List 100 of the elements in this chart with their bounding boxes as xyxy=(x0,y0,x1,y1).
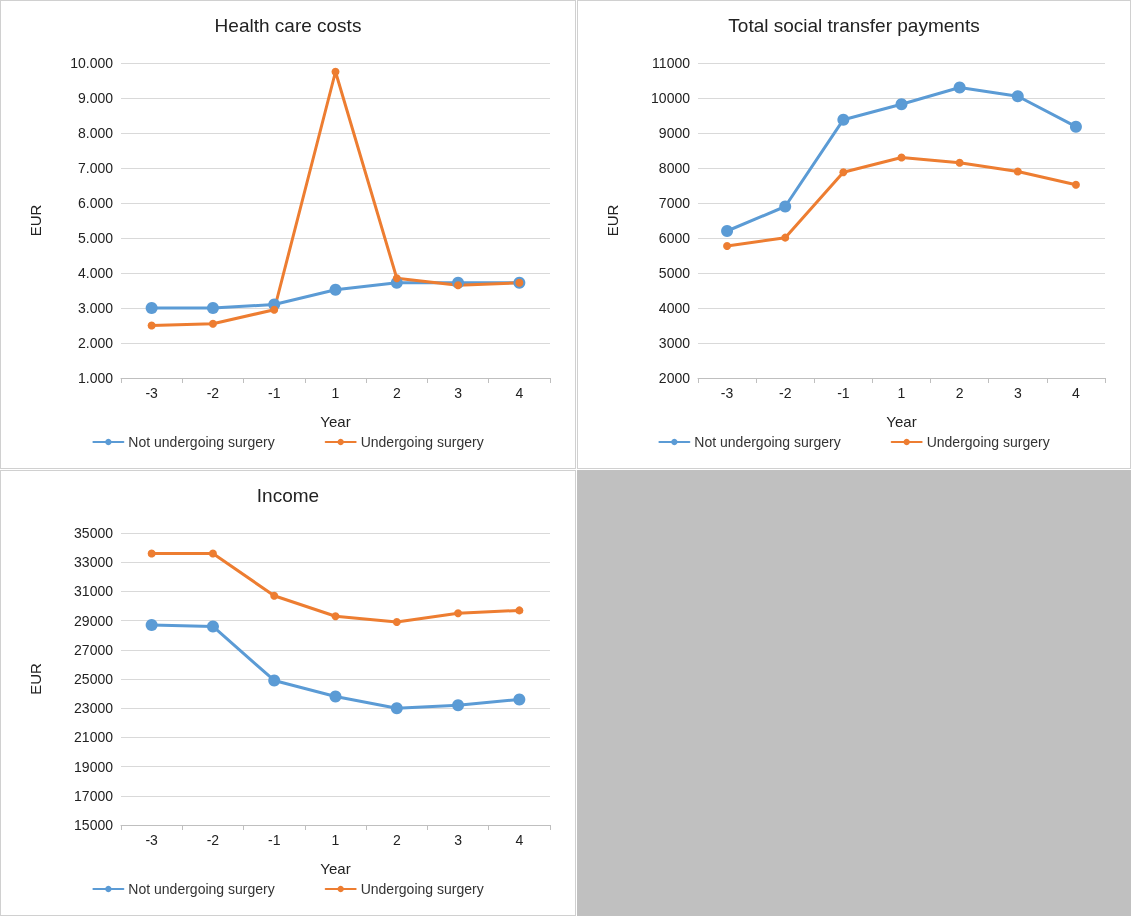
x-tick-label: -2 xyxy=(206,832,220,848)
y-tick-label: 19000 xyxy=(74,758,114,775)
point xyxy=(895,98,908,111)
point xyxy=(392,618,401,627)
point xyxy=(329,283,342,296)
point xyxy=(837,113,850,126)
y-tick-label: 33000 xyxy=(74,554,114,571)
y-tick-label: 10000 xyxy=(651,90,691,106)
x-tick-label: 2 xyxy=(955,385,964,401)
x-tick-label: 2 xyxy=(392,832,401,848)
point xyxy=(955,158,964,167)
y-axis-title: EUR xyxy=(27,204,44,237)
x-tick-label: 1 xyxy=(331,385,340,401)
point xyxy=(392,274,401,283)
x-tick-label: -3 xyxy=(145,832,159,848)
y-tick-label: 23000 xyxy=(74,700,114,717)
point xyxy=(390,702,403,715)
point xyxy=(839,168,848,177)
y-tick-label: 7000 xyxy=(658,195,691,211)
point xyxy=(331,612,340,621)
point xyxy=(1069,120,1082,133)
point xyxy=(454,281,463,290)
legend-label: Not undergoing surgery xyxy=(694,434,841,450)
y-tick-label: 5000 xyxy=(658,265,691,281)
y-tick-label: 17000 xyxy=(74,787,114,804)
y-tick-label: 35000 xyxy=(74,525,114,541)
y-tick-label: 8.000 xyxy=(77,125,114,141)
y-tick-label: 15000 xyxy=(74,817,114,833)
x-tick-label: 2 xyxy=(392,385,401,401)
y-tick-label: 29000 xyxy=(74,612,114,629)
y-tick-label: 27000 xyxy=(74,641,114,658)
y-tick-label: 5.000 xyxy=(77,230,114,246)
x-tick-label: 3 xyxy=(454,385,463,401)
point xyxy=(147,549,156,558)
point xyxy=(513,693,526,706)
point xyxy=(1011,90,1024,103)
point xyxy=(897,153,906,162)
point xyxy=(1071,180,1080,189)
chart-title: Total social transfer payments xyxy=(728,15,980,36)
point xyxy=(452,699,465,712)
y-tick-label: 1.000 xyxy=(77,370,114,386)
x-tick-label: 4 xyxy=(515,385,524,401)
point xyxy=(953,81,966,94)
x-tick-label: 1 xyxy=(897,385,906,401)
x-tick-label: -2 xyxy=(778,385,792,401)
legend-label: Not undergoing surgery xyxy=(128,881,275,897)
point xyxy=(1013,167,1022,176)
y-tick-label: 31000 xyxy=(74,583,114,600)
y-tick-label: 3000 xyxy=(658,335,691,351)
point xyxy=(331,67,340,76)
y-tick-label: 6000 xyxy=(658,230,691,246)
point xyxy=(147,321,156,330)
y-tick-label: 6.000 xyxy=(77,195,114,211)
legend-label: Undergoing surgery xyxy=(360,434,484,450)
y-tick-label: 9000 xyxy=(658,125,691,141)
x-tick-label: -1 xyxy=(267,385,281,401)
point xyxy=(270,591,279,600)
point xyxy=(268,674,281,687)
y-axis-title: EUR xyxy=(27,663,44,695)
y-tick-label: 9.000 xyxy=(77,90,114,106)
y-tick-label: 25000 xyxy=(74,671,114,687)
y-tick-label: 3.000 xyxy=(77,300,114,316)
y-tick-label: 4.000 xyxy=(77,265,114,281)
y-axis-title: EUR xyxy=(604,204,621,237)
y-tick-label: 10.000 xyxy=(70,55,114,71)
point xyxy=(779,200,792,213)
x-tick-label: -2 xyxy=(206,385,220,401)
point xyxy=(208,549,217,558)
y-tick-label: 4000 xyxy=(658,300,691,316)
point xyxy=(781,233,790,242)
y-tick-label: 8000 xyxy=(658,160,691,176)
x-axis-title: Year xyxy=(886,413,917,430)
y-tick-label: 2.000 xyxy=(77,335,114,351)
x-tick-label: 4 xyxy=(515,832,524,848)
point xyxy=(454,609,463,618)
legend-label: Undergoing surgery xyxy=(360,881,484,897)
x-tick-label: -3 xyxy=(720,385,734,401)
point xyxy=(721,225,734,237)
point xyxy=(329,690,342,703)
y-tick-label: 7.000 xyxy=(77,160,114,176)
point xyxy=(206,620,219,633)
y-tick-label: 21000 xyxy=(74,729,114,746)
point xyxy=(208,319,217,328)
legend-label: Not undergoing surgery xyxy=(128,434,275,450)
chart-title: Income xyxy=(256,485,320,506)
x-tick-label: -1 xyxy=(837,385,850,401)
x-tick-label: 4 xyxy=(1072,385,1081,401)
x-axis-title: Year xyxy=(320,860,351,877)
y-tick-label: 2000 xyxy=(658,370,691,386)
point xyxy=(723,242,732,251)
point xyxy=(145,618,158,631)
x-tick-label: 1 xyxy=(331,832,340,848)
chart-title: Health care costs xyxy=(214,15,362,36)
x-tick-label: -3 xyxy=(145,385,159,401)
y-tick-label: 11000 xyxy=(652,55,691,71)
x-tick-label: 3 xyxy=(1013,385,1022,401)
point xyxy=(515,606,524,615)
point xyxy=(145,302,158,314)
legend-label: Undergoing surgery xyxy=(926,434,1050,450)
x-axis-title: Year xyxy=(320,413,351,430)
